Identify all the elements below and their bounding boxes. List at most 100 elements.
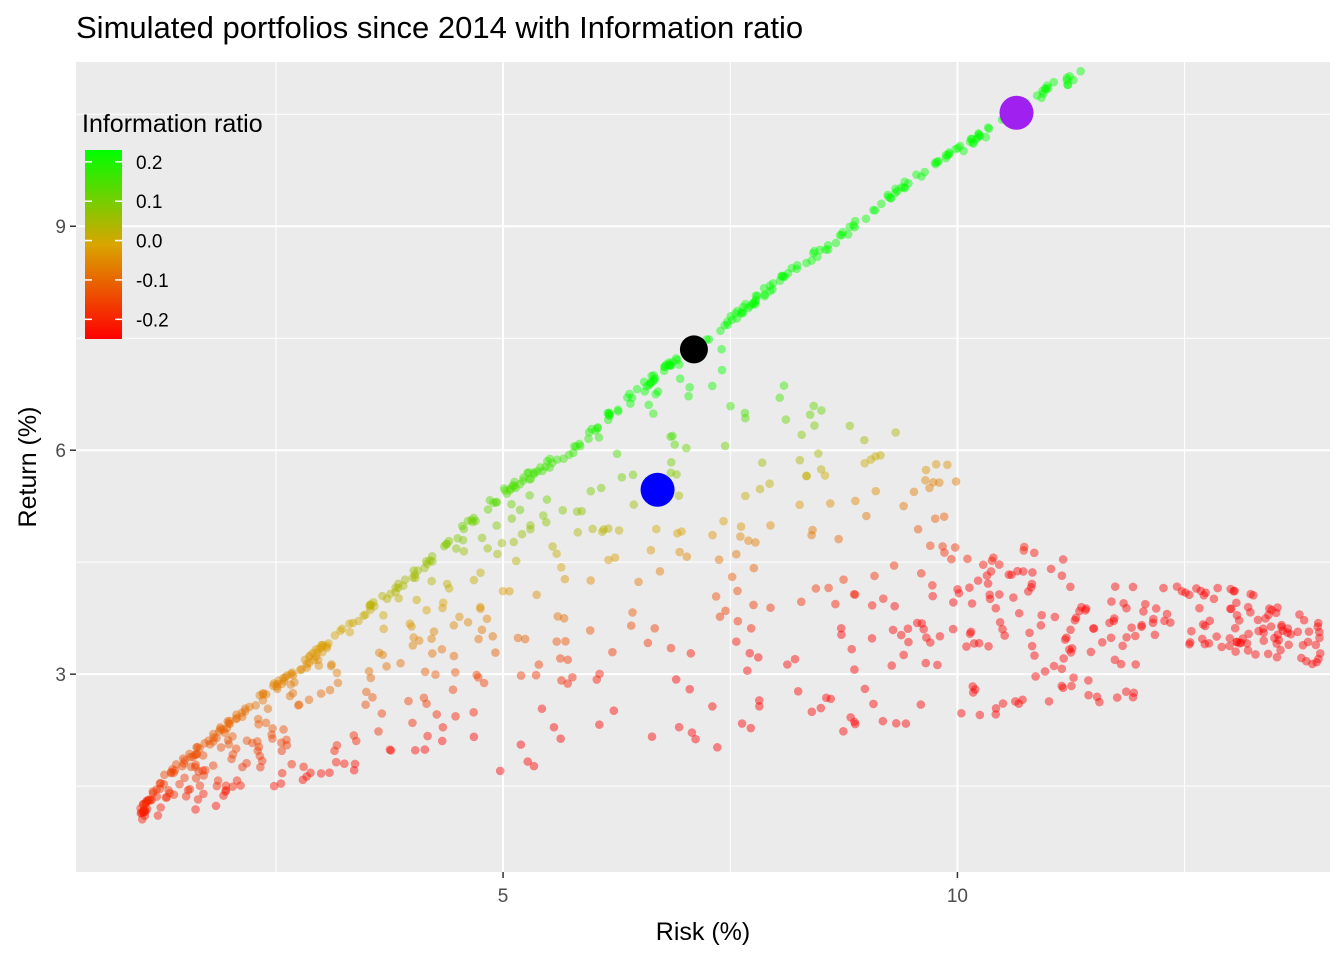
portfolio-point (1226, 604, 1235, 614)
portfolio-point (1251, 650, 1260, 659)
portfolio-point (816, 703, 826, 713)
portfolio-point (919, 624, 928, 634)
portfolio-point (1226, 584, 1235, 594)
portfolio-point (455, 612, 464, 622)
portfolio-point (985, 594, 995, 604)
portfolio-point (751, 295, 761, 305)
portfolio-point (837, 230, 847, 240)
portfolio-point (201, 765, 210, 775)
portfolio-point (474, 634, 483, 644)
portfolio-point (468, 517, 478, 527)
portfolio-point (222, 724, 232, 733)
portfolio-point (453, 533, 462, 543)
portfolio-point (409, 633, 418, 642)
portfolio-point (238, 712, 247, 721)
portfolio-point (995, 617, 1005, 627)
portfolio-point (286, 680, 295, 689)
portfolio-point (552, 637, 561, 646)
portfolio-point (1261, 614, 1270, 623)
portfolio-point (900, 177, 910, 187)
portfolio-point (686, 649, 696, 658)
portfolio-point (1013, 566, 1022, 576)
portfolio-point (668, 357, 677, 367)
portfolio-point (736, 309, 746, 318)
portfolio-point (137, 814, 147, 824)
portfolio-point (549, 722, 559, 732)
portfolio-point (754, 696, 764, 705)
portfolio-point (1177, 586, 1187, 596)
portfolio-point (893, 186, 902, 196)
highlight-point (679, 335, 708, 364)
portfolio-point (1084, 676, 1093, 685)
portfolio-point (282, 735, 291, 745)
portfolio-point (859, 435, 869, 445)
x-tick-label: 10 (947, 886, 968, 907)
portfolio-point (382, 594, 392, 604)
portfolio-point (1242, 639, 1252, 648)
portfolio-point (225, 719, 235, 729)
portfolio-point (1159, 583, 1168, 593)
portfolio-point (1212, 632, 1221, 641)
portfolio-point (1105, 618, 1114, 628)
portfolio-point (359, 611, 368, 620)
portfolio-point (745, 301, 755, 311)
y-tick-label: 9 (55, 217, 66, 238)
portfolio-point (180, 773, 189, 783)
portfolio-point (1150, 630, 1160, 640)
portfolio-point (573, 527, 583, 537)
portfolio-point (967, 599, 977, 608)
portfolio-point (912, 170, 921, 179)
portfolio-point (673, 355, 682, 365)
portfolio-point (1217, 642, 1227, 652)
portfolio-point (179, 759, 189, 768)
portfolio-point (831, 599, 840, 609)
portfolio-point (498, 586, 508, 596)
portfolio-point (665, 360, 675, 369)
portfolio-point (509, 537, 519, 547)
portfolio-point (556, 654, 565, 663)
portfolio-point (726, 401, 735, 411)
portfolio-point (148, 788, 158, 798)
portfolio-point (708, 381, 717, 391)
portfolio-point (438, 603, 447, 613)
portfolio-point (738, 302, 748, 312)
portfolio-point (190, 762, 200, 772)
portfolio-point (563, 655, 573, 665)
legend-tick-label: 0.2 (136, 153, 162, 174)
portfolio-point (232, 714, 241, 724)
portfolio-point (1031, 672, 1040, 681)
portfolio-point (488, 632, 498, 641)
portfolio-point (439, 541, 449, 551)
portfolio-point (506, 484, 516, 493)
portfolio-point (306, 650, 315, 660)
portfolio-point (995, 590, 1004, 599)
portfolio-point (744, 536, 753, 545)
portfolio-point (753, 653, 763, 662)
portfolio-point (650, 374, 660, 383)
portfolio-point (219, 725, 228, 734)
portfolio-point (655, 567, 665, 576)
portfolio-point (809, 401, 819, 411)
portfolio-point (212, 781, 222, 791)
portfolio-point (483, 505, 493, 514)
portfolio-point (851, 496, 860, 506)
portfolio-point (1067, 643, 1077, 653)
portfolio-point (258, 696, 268, 705)
portfolio-point (1076, 66, 1086, 76)
portfolio-point (1185, 639, 1194, 649)
portfolio-point (276, 779, 286, 788)
y-tick-label: 6 (55, 441, 66, 462)
portfolio-point (290, 677, 299, 687)
portfolio-point (941, 150, 951, 160)
portfolio-point (556, 734, 565, 744)
y-axis: 3 6 9 (55, 217, 76, 686)
portfolio-point (258, 689, 268, 699)
portfolio-point (223, 717, 232, 726)
portfolio-point (968, 688, 978, 697)
portfolio-point (526, 474, 536, 484)
portfolio-point (978, 560, 988, 570)
portfolio-point (1041, 84, 1051, 94)
highlight-point (640, 472, 675, 507)
portfolio-point (336, 626, 345, 636)
portfolio-point (143, 796, 153, 805)
